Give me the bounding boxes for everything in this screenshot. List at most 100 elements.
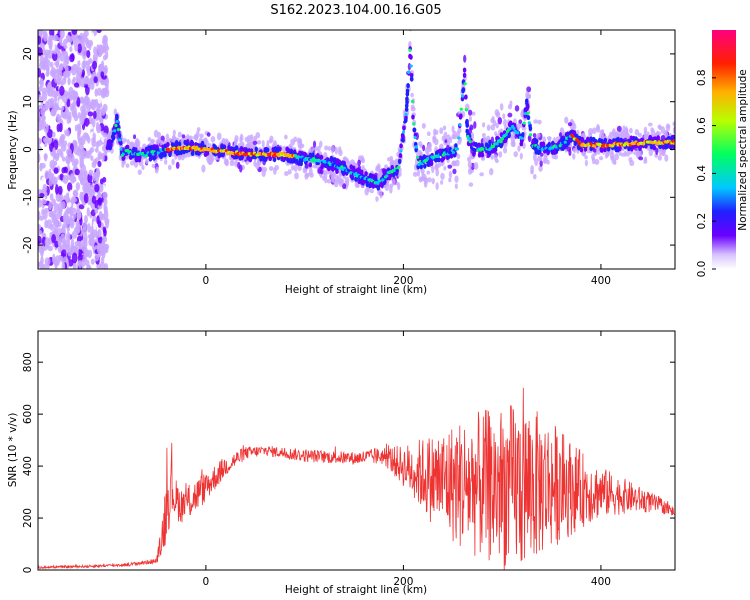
spectrogram-trace-point xyxy=(212,143,216,149)
spectrogram-halo-point xyxy=(473,121,477,129)
spectrogram-halo-point xyxy=(432,135,437,140)
spectrogram-noise-point xyxy=(71,230,78,239)
spectrogram-halo-point xyxy=(150,138,156,144)
spectrogram-halo-point xyxy=(317,166,322,174)
spectrogram-core-point xyxy=(459,107,463,111)
spectrogram-halo-point xyxy=(527,134,532,143)
spectrogram-trace-point xyxy=(390,164,394,171)
spectrogram-halo-point xyxy=(502,142,508,148)
spectrogram-noise-point xyxy=(85,96,91,105)
spectrogram-halo-point xyxy=(418,176,423,183)
spectrogram-noise-point xyxy=(74,44,79,52)
spectrogram-noise-point xyxy=(45,123,49,133)
spectrogram-trace-point xyxy=(248,157,253,163)
spectrogram-noise-point xyxy=(91,117,96,128)
spectrogram-core-point xyxy=(499,140,503,144)
spectrogram-noise-point xyxy=(73,82,80,88)
spectrogram-noise-point xyxy=(77,60,81,67)
spectrogram-trace-point xyxy=(585,136,590,142)
spectrogram-halo-point xyxy=(466,156,472,163)
spectrogram-trace-point xyxy=(376,185,381,191)
spectrogram-halo-point xyxy=(507,112,513,118)
spectrogram-trace-point xyxy=(672,144,675,150)
spectrogram-noise-point xyxy=(93,76,98,84)
spectrogram-halo-point xyxy=(261,139,265,148)
spectrogram-core-point xyxy=(412,122,416,126)
spectrogram-x-axis: 0 200 400 xyxy=(203,30,611,287)
spectrogram-noise-point xyxy=(47,245,54,252)
spectrogram-core-point xyxy=(396,166,400,170)
spectrogram-halo-point xyxy=(153,129,159,138)
spectrogram-core-point xyxy=(154,151,158,155)
spectrogram-noise-point xyxy=(69,103,75,112)
spectrogram-halo-point xyxy=(216,132,222,141)
spectrogram-noise-point xyxy=(71,252,78,264)
spectrogram-halo-point xyxy=(312,140,317,148)
spectrogram-core-point xyxy=(110,139,114,143)
spectrogram-trace-point xyxy=(285,146,289,152)
spectrogram-halo-point xyxy=(517,145,521,152)
spectrogram-trace-point xyxy=(411,114,415,120)
spectrogram-halo-point xyxy=(492,120,497,127)
spectrogram-core-point xyxy=(118,138,122,142)
spectrogram-noise-point xyxy=(72,76,76,83)
spectrogram-trace-point xyxy=(566,140,571,146)
spectrogram-noise-point xyxy=(57,202,64,214)
spectrogram-noise-point xyxy=(93,46,97,55)
spectrogram-core-point xyxy=(143,151,148,155)
spectrogram-trace-point xyxy=(419,164,424,170)
spectrogram-halo-point xyxy=(224,158,229,167)
spectrogram-halo-point xyxy=(327,178,332,184)
spectrogram-halo-point xyxy=(605,150,610,157)
spectrogram-trace-point xyxy=(240,146,244,152)
spectrogram-noise-point xyxy=(72,161,78,168)
spectrogram-halo-point xyxy=(490,124,496,131)
spectrogram-trace-point xyxy=(303,152,308,158)
spectrogram-halo-point xyxy=(479,172,484,177)
spectrogram-core-point xyxy=(193,148,198,152)
spectrogram-halo-point xyxy=(427,141,432,150)
spectrogram-trace-point xyxy=(117,132,122,139)
spectrogram-halo-point xyxy=(426,170,431,175)
spectrogram-halo-point xyxy=(655,147,659,156)
spectrogram-halo-point xyxy=(468,182,474,187)
spectrogram-noise-point xyxy=(62,93,68,104)
spectrogram-trace-point xyxy=(465,128,469,134)
spectrogram-halo-point xyxy=(339,178,345,185)
spectrogram-halo-point xyxy=(269,135,274,143)
spectrogram-trace-point xyxy=(168,151,172,158)
spectrogram-trace-point xyxy=(458,114,463,120)
spectrogram-halo-point xyxy=(435,168,440,177)
spectrogram-trace-point xyxy=(158,153,163,159)
spectrogram-halo-point xyxy=(622,125,626,133)
spectrogram-halo-point xyxy=(540,152,544,157)
spectrogram-trace-point xyxy=(406,83,410,89)
spectrogram-core-point xyxy=(516,131,520,135)
spectrogram-trace-point xyxy=(200,140,205,146)
spectrogram-noise-point xyxy=(101,238,106,249)
spectrogram-noise-point xyxy=(52,51,58,62)
spectrogram-core-point xyxy=(672,141,675,146)
spectrogram-noise-point xyxy=(59,173,64,181)
spectrogram-noise-point xyxy=(48,211,53,218)
spectrogram-noise-point xyxy=(58,122,63,133)
spectrogram-halo-point xyxy=(548,136,552,144)
spectrogram-halo-point xyxy=(611,128,616,137)
spectrogram-trace-point xyxy=(293,158,298,164)
spectrogram-trace-point xyxy=(464,94,468,100)
spectrogram-y-tick-label: 0 xyxy=(22,146,34,153)
spectrogram-trace-point xyxy=(233,154,238,160)
spectrogram-core-point xyxy=(500,137,504,141)
spectrogram-trace-point xyxy=(108,145,113,151)
spectrogram-noise-point xyxy=(87,111,94,117)
spectrogram-halo-point xyxy=(237,161,241,170)
spectrogram-halo-point xyxy=(473,162,479,170)
spectrogram-trace-point xyxy=(152,155,157,161)
spectrogram-trace-point xyxy=(332,157,336,163)
spectrogram-noise-point xyxy=(52,131,56,138)
spectrogram-halo-point xyxy=(467,109,473,116)
spectrogram-noise-point xyxy=(99,178,104,185)
spectrogram-noise-point xyxy=(78,204,85,210)
spectrogram-trace-point xyxy=(391,172,396,178)
spectrogram-halo-point xyxy=(451,134,456,140)
